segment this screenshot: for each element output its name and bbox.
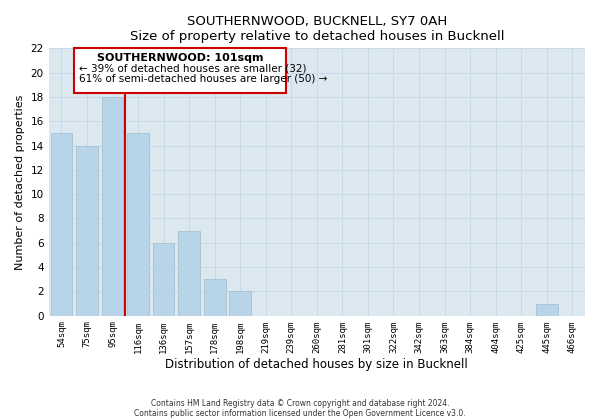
- Bar: [127, 134, 149, 316]
- FancyBboxPatch shape: [74, 48, 286, 93]
- Text: 61% of semi-detached houses are larger (50) →: 61% of semi-detached houses are larger (…: [79, 74, 328, 84]
- Bar: [50, 134, 72, 316]
- Y-axis label: Number of detached properties: Number of detached properties: [15, 94, 25, 270]
- Title: SOUTHERNWOOD, BUCKNELL, SY7 0AH
Size of property relative to detached houses in : SOUTHERNWOOD, BUCKNELL, SY7 0AH Size of …: [130, 15, 504, 43]
- Text: ← 39% of detached houses are smaller (32): ← 39% of detached houses are smaller (32…: [79, 63, 307, 73]
- Text: SOUTHERNWOOD: 101sqm: SOUTHERNWOOD: 101sqm: [97, 52, 263, 63]
- Bar: [204, 279, 226, 316]
- Text: Contains HM Land Registry data © Crown copyright and database right 2024.
Contai: Contains HM Land Registry data © Crown c…: [134, 399, 466, 418]
- Bar: [536, 304, 557, 316]
- Bar: [178, 231, 200, 316]
- Bar: [229, 291, 251, 316]
- Bar: [76, 146, 98, 316]
- X-axis label: Distribution of detached houses by size in Bucknell: Distribution of detached houses by size …: [166, 358, 468, 371]
- Bar: [153, 243, 175, 316]
- Bar: [101, 97, 124, 316]
